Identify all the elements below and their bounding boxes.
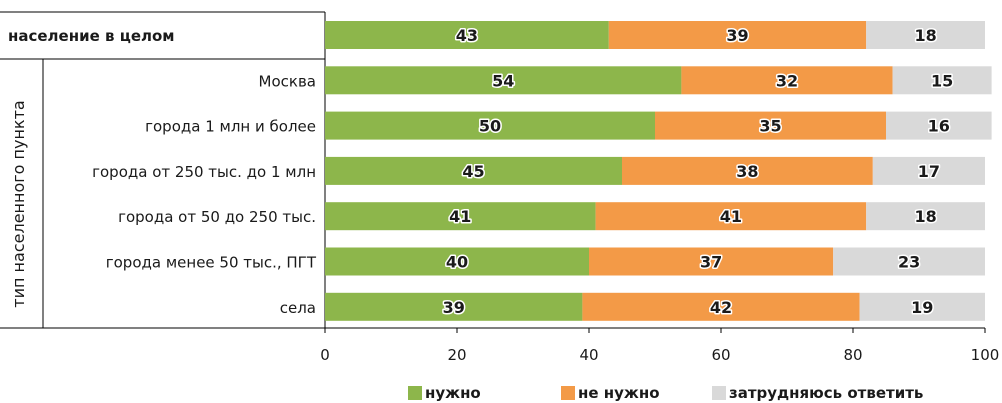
legend-label: затрудняюсь ответить bbox=[729, 384, 923, 402]
category-label: города от 50 до 250 тыс. bbox=[118, 208, 316, 226]
bar-segment bbox=[866, 202, 985, 231]
bar-segment bbox=[681, 66, 893, 95]
category-label: Москва bbox=[259, 72, 316, 90]
data-label: 39 bbox=[726, 26, 748, 45]
category-label: города менее 50 тыс., ПГТ bbox=[106, 254, 317, 272]
bar-segment bbox=[325, 247, 589, 276]
data-label: 18 bbox=[914, 26, 936, 45]
bar-segment bbox=[608, 21, 867, 49]
bar-segment bbox=[655, 111, 886, 140]
legend-label: не нужно bbox=[578, 384, 660, 402]
data-label: 41 bbox=[720, 207, 742, 226]
bar-segment bbox=[622, 156, 873, 185]
x-tick-label: 100 bbox=[971, 346, 1000, 364]
data-label: 38 bbox=[736, 162, 758, 181]
category-label: города 1 млн и более bbox=[145, 118, 316, 136]
group-axis-title: тип населенного пункта bbox=[9, 100, 28, 307]
bar-segment bbox=[859, 292, 985, 321]
legend-swatch bbox=[561, 386, 575, 400]
bar-segment bbox=[595, 202, 867, 231]
data-label: 16 bbox=[928, 117, 950, 136]
data-label: 15 bbox=[931, 71, 953, 90]
data-label: 54 bbox=[492, 71, 514, 90]
category-label: города от 250 тыс. до 1 млн bbox=[92, 163, 316, 181]
bar-segment bbox=[325, 156, 622, 185]
bar-segment bbox=[582, 292, 860, 321]
x-tick-label: 20 bbox=[447, 346, 466, 364]
bar-segment bbox=[892, 66, 992, 95]
bar-segment bbox=[833, 247, 985, 276]
data-label: 50 bbox=[479, 117, 501, 136]
data-label: 37 bbox=[700, 253, 722, 272]
data-label: 42 bbox=[710, 298, 732, 317]
bar-segment bbox=[325, 111, 655, 140]
bar-segment bbox=[886, 111, 992, 140]
data-label: 41 bbox=[449, 207, 471, 226]
x-tick-label: 40 bbox=[579, 346, 598, 364]
data-label: 45 bbox=[462, 162, 484, 181]
bar-segment bbox=[866, 21, 985, 49]
bar-segment bbox=[325, 292, 583, 321]
legend-swatch bbox=[712, 386, 726, 400]
data-label: 17 bbox=[918, 162, 940, 181]
data-label: 35 bbox=[759, 117, 781, 136]
data-label: 23 bbox=[898, 253, 920, 272]
category-label: села bbox=[280, 299, 316, 317]
bar-segment bbox=[325, 21, 609, 49]
x-tick-label: 60 bbox=[711, 346, 730, 364]
x-tick-label: 80 bbox=[843, 346, 862, 364]
bar-segment bbox=[589, 247, 834, 276]
bar-segment bbox=[325, 66, 682, 95]
data-label: 39 bbox=[443, 298, 465, 317]
x-tick-label: 0 bbox=[320, 346, 330, 364]
data-label: 19 bbox=[911, 298, 933, 317]
category-label: население в целом bbox=[8, 27, 175, 45]
bar-segment bbox=[872, 156, 985, 185]
legend-label: нужно bbox=[425, 384, 481, 402]
legend-swatch bbox=[408, 386, 422, 400]
data-label: 18 bbox=[914, 207, 936, 226]
data-label: 43 bbox=[456, 26, 478, 45]
data-label: 40 bbox=[446, 253, 468, 272]
data-label: 32 bbox=[776, 71, 798, 90]
bar-segment bbox=[325, 202, 596, 231]
